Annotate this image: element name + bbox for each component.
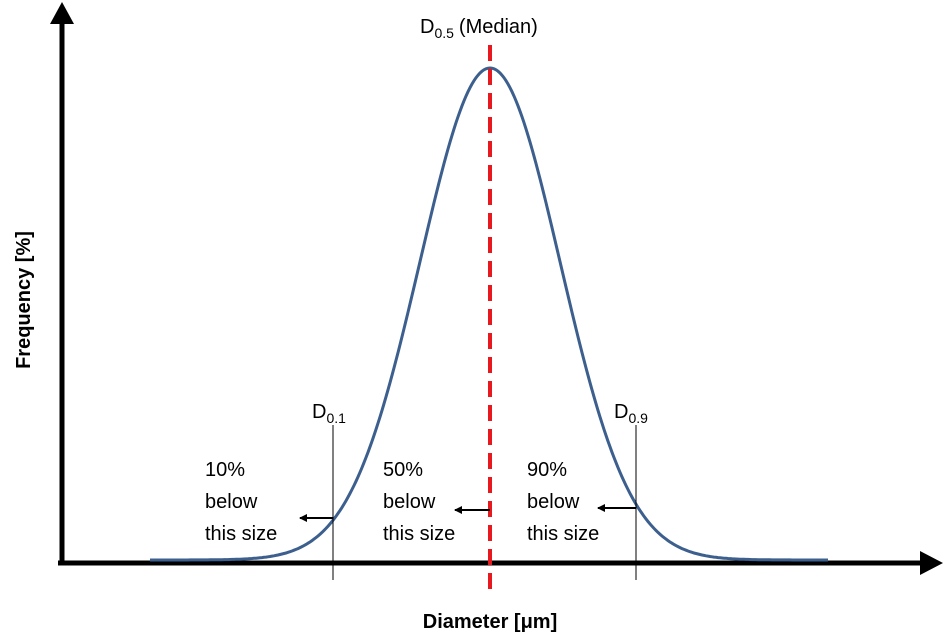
note-line: 50% (383, 459, 423, 481)
note-line: below (383, 491, 436, 513)
distribution-curve (150, 66, 828, 562)
x-axis-label: Diameter [μm] (423, 611, 558, 633)
marker-label: D0.1 (312, 401, 346, 426)
note-line: this size (205, 523, 277, 545)
x-axis-arrow (920, 551, 943, 575)
notes: 10% below this size 50% below this size 90% bel… (205, 459, 599, 545)
note-line: 90% (527, 459, 567, 481)
note-line: this size (527, 523, 599, 545)
note-line: below (527, 491, 580, 513)
note-line: 10% (205, 459, 245, 481)
note-line: below (205, 491, 258, 513)
marker-label: D0.9 (614, 401, 648, 426)
note-line: this size (383, 523, 455, 545)
y-axis-label: Frequency [%] (13, 231, 35, 369)
y-axis-arrow (50, 2, 74, 24)
marker-label: D0.5 (Median) (420, 16, 538, 41)
